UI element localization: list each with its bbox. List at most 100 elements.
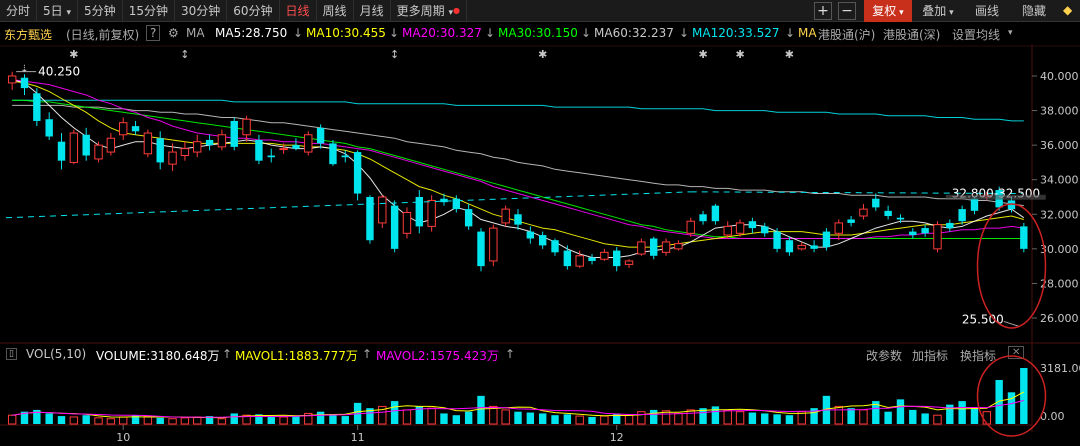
event-marker-icon: ✱ <box>698 48 707 61</box>
period-tab-label: 更多周期 <box>396 3 445 18</box>
volume-bar-down <box>909 409 917 424</box>
candle-body-down <box>255 139 263 161</box>
volume-bar-down <box>341 416 349 424</box>
volume-bar-up <box>217 418 227 425</box>
period-tab-9[interactable]: 更多周期 ▾● <box>391 0 467 22</box>
caret-down-icon: ▾ <box>63 7 72 18</box>
ma-settings-caret-icon[interactable]: ▾ <box>1008 28 1013 38</box>
x-tick-label: 12 <box>610 431 624 444</box>
hide-button[interactable]: 隐藏 <box>1021 4 1046 18</box>
period-tab-6[interactable]: 日线 <box>280 0 317 22</box>
low-pointer-line <box>1003 320 1020 328</box>
candle-body-up <box>674 243 683 250</box>
change-params-link[interactable]: 改参数 <box>866 349 903 363</box>
ma30-value: MA30:30.150 <box>498 26 578 40</box>
candle-body-up <box>859 208 868 217</box>
ma-legend-row: 东方甄选 (日线,前复权) ? ⚙ MA MA5:28.750 ↓ MA10:3… <box>0 24 1080 42</box>
volume-bar-down <box>440 413 448 424</box>
candle-body-up <box>797 244 806 250</box>
candle-body-down <box>341 155 349 158</box>
draw-line-button[interactable]: 画线 <box>974 4 999 18</box>
switch-indicator-link[interactable]: 换指标 <box>960 349 997 363</box>
period-tab-0[interactable]: 分时 <box>0 0 38 22</box>
stock-name: 东方甄选 <box>4 28 53 42</box>
volume-bar-down <box>884 411 892 424</box>
zoom-in-button[interactable]: + <box>814 2 832 20</box>
candle-body-up <box>575 255 584 267</box>
volume-bar-down <box>82 415 90 424</box>
volume-bar-up <box>489 405 498 425</box>
volume-bar-up <box>686 409 695 425</box>
restore-rights-button[interactable]: 复权 ▾ <box>864 0 912 22</box>
volume-bar-up <box>69 416 79 425</box>
ma-settings-link[interactable]: 设置均线 <box>952 28 1001 42</box>
volume-bar-up <box>637 411 646 425</box>
candle-body-up <box>723 225 732 236</box>
candle-body-down <box>292 145 300 149</box>
period-tab-4[interactable]: 30分钟 <box>175 0 228 22</box>
overlay-button[interactable]: 叠加 ▾ <box>916 0 960 22</box>
candle-body-down <box>526 231 535 239</box>
candle-body-down <box>970 198 979 211</box>
candle-body-down <box>20 77 29 89</box>
chart-mode: (日线,前复权) <box>66 28 140 42</box>
candle-body-down <box>612 250 621 267</box>
period-tab-8[interactable]: 月线 <box>354 0 391 22</box>
candle-body-down <box>464 209 473 227</box>
candle-body-up <box>143 132 153 155</box>
candle-body-up <box>106 137 116 153</box>
volume-bar-up <box>501 409 510 425</box>
add-indicator-link[interactable]: 加指标 <box>912 349 949 363</box>
candle-body-down <box>316 127 325 144</box>
mavol2-arrow-icon: ↑ <box>505 347 516 361</box>
event-marker-icon: ✱ <box>69 48 78 61</box>
volume-bar-down <box>785 415 794 424</box>
volume-bar-down <box>711 406 720 424</box>
candle-body-down <box>390 205 399 249</box>
period-tab-2[interactable]: 5分钟 <box>78 0 123 22</box>
highlight-circle-price <box>976 203 1047 329</box>
ma5-value: MA5:28.750 <box>215 26 288 40</box>
close-indicator-icon[interactable]: ✕ <box>1008 346 1025 359</box>
volume-bar-up <box>859 409 868 425</box>
volume-bar-down <box>205 416 214 424</box>
x-tick-label: 10 <box>116 431 130 444</box>
candle-body-down <box>563 250 572 267</box>
mavol1-arrow-icon: ↑ <box>362 347 373 361</box>
candle-body-down <box>896 217 905 220</box>
candle-body-up <box>933 224 942 250</box>
period-tab-label: 周线 <box>322 3 347 18</box>
settings-gear-icon[interactable]: ⚙ <box>168 26 179 40</box>
hk-connect-sh[interactable]: 港股通(沪) <box>818 28 876 42</box>
period-tab-3[interactable]: 15分钟 <box>123 0 175 22</box>
hk-connect-sz[interactable]: 港股通(深) <box>883 28 941 42</box>
volume-bar-down <box>452 415 461 424</box>
period-tab-7[interactable]: 周线 <box>317 0 354 22</box>
low-price-label: 25.500 <box>962 313 1004 327</box>
candle-body-up <box>242 118 251 136</box>
event-marker-icon: ⇣ <box>20 64 28 75</box>
bookmark-icon[interactable]: ◆ <box>1063 3 1073 17</box>
volume-bar-down <box>514 411 522 424</box>
candle-body-down <box>699 214 707 222</box>
ma20-line <box>12 79 1024 239</box>
ma60-line <box>12 104 1024 207</box>
ma20-down-arrow-icon: ↓ <box>485 26 496 40</box>
period-tab-label: 60分钟 <box>233 3 273 18</box>
ma20-value: MA20:30.327 <box>402 26 482 40</box>
volume-bar-up <box>674 412 683 425</box>
candle-body-down <box>366 197 374 241</box>
candle-body-up <box>637 241 646 255</box>
period-tab-5[interactable]: 60分钟 <box>227 0 280 22</box>
help-icon[interactable]: ? <box>146 25 161 41</box>
candle-body-up <box>489 227 498 262</box>
volume-tick-label: 0.00 <box>1040 410 1065 423</box>
vol-collapse-icon[interactable]: ▯ <box>6 348 17 360</box>
volume-bar-down <box>538 413 547 424</box>
period-tab-1[interactable]: 5日 ▾ <box>37 0 79 22</box>
candle-body-down <box>822 231 831 248</box>
volume-bar-down <box>255 414 263 424</box>
event-marker-icon: ↕ <box>180 48 189 61</box>
candle-body-down <box>353 152 362 194</box>
zoom-out-button[interactable]: − <box>838 2 856 20</box>
